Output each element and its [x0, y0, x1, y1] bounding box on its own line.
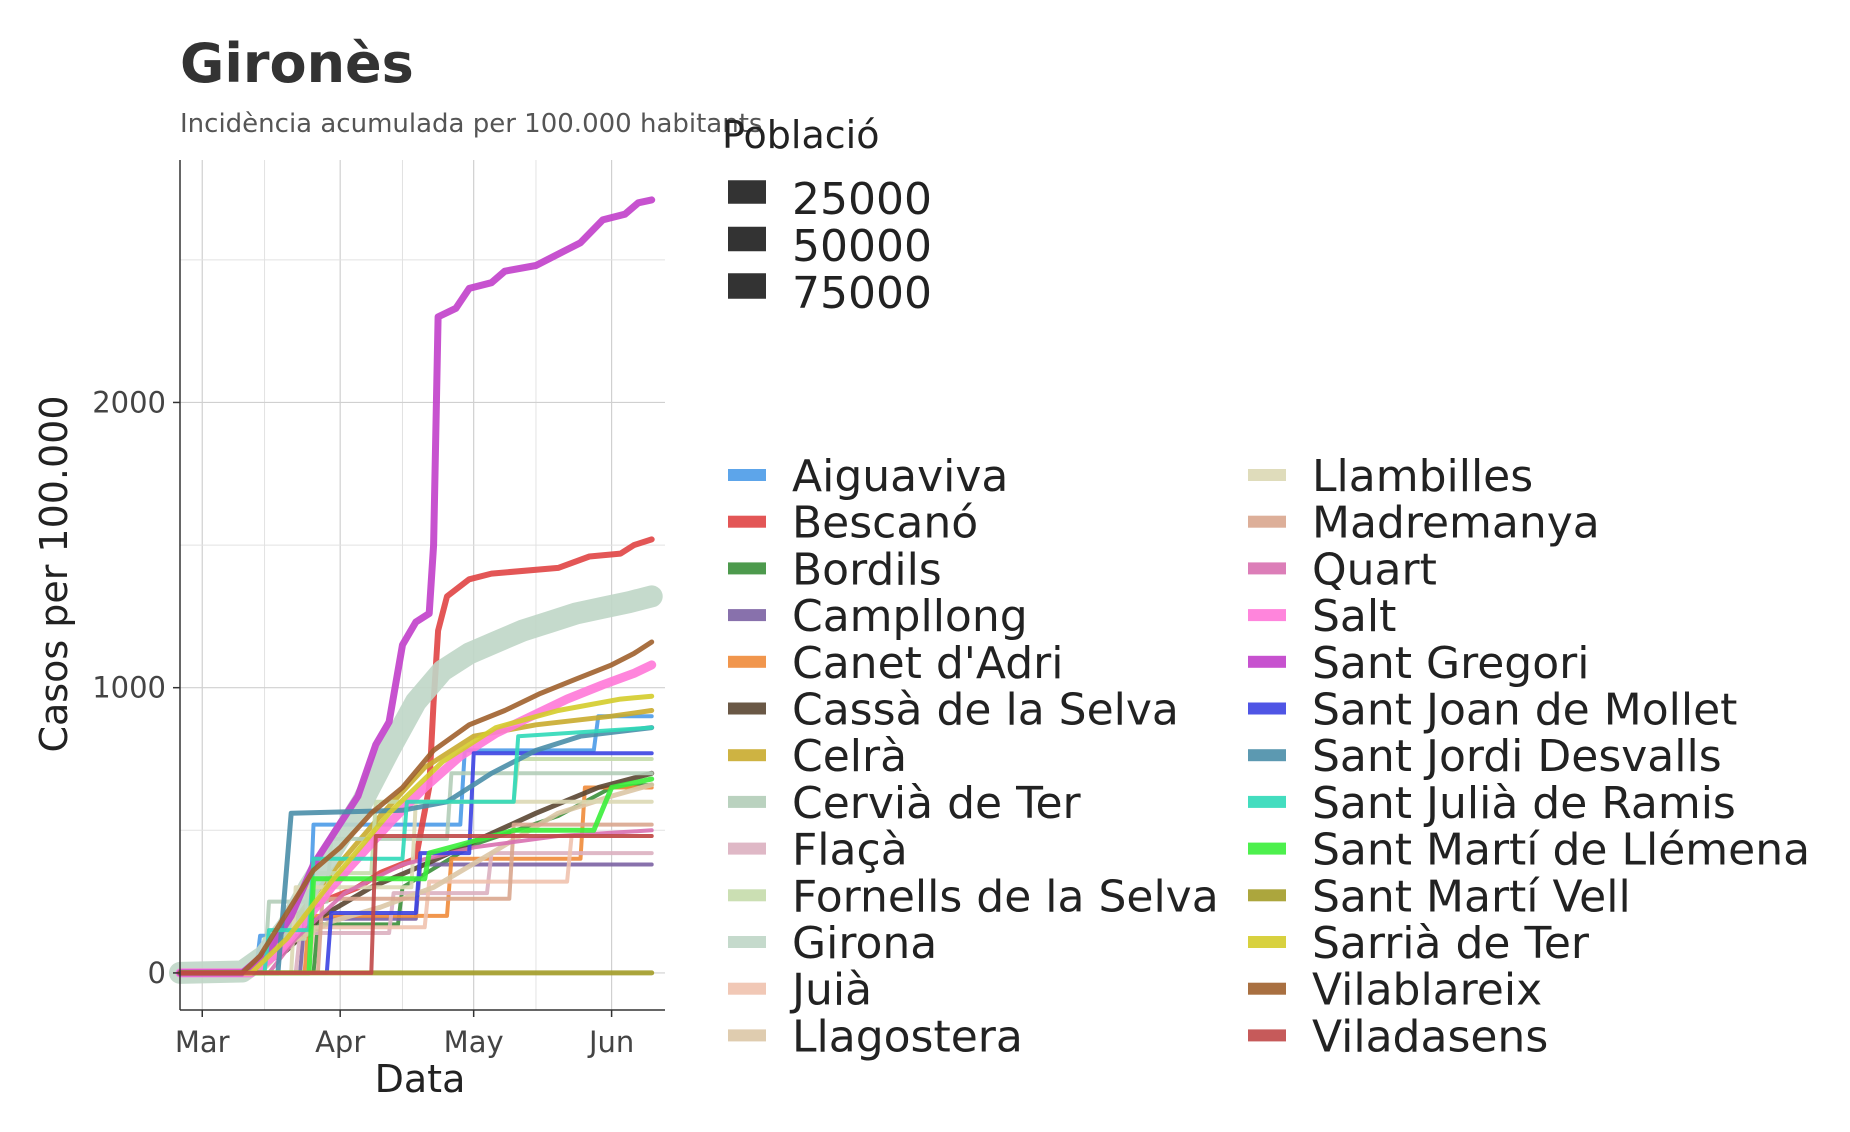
x-tick-label: Jun	[587, 1025, 634, 1059]
color-legend-label: Celrà	[792, 731, 907, 782]
series-line	[178, 751, 654, 975]
color-legend-key	[1248, 889, 1286, 902]
series-line	[175, 660, 657, 978]
size-legend-label: 50000	[792, 221, 932, 272]
color-legend-label: Quart	[1312, 544, 1437, 595]
size-legend-label: 75000	[792, 268, 932, 319]
color-legend-key	[1248, 982, 1286, 995]
color-legend-key	[728, 889, 766, 902]
color-legend-key	[1248, 515, 1286, 528]
color-legend-key	[728, 609, 766, 622]
series-line	[177, 693, 655, 976]
color-legend-label: Sant Martí Vell	[1312, 871, 1631, 922]
color-legend-key	[728, 702, 766, 715]
size-legend-label: 25000	[792, 174, 932, 225]
color-legend-label: Sant Jordi Desvalls	[1312, 731, 1722, 782]
color-legend-label: Cassà de la Selva	[792, 685, 1179, 736]
x-tick-label: Apr	[315, 1025, 365, 1059]
gridlines	[180, 160, 665, 1010]
color-legend-label: Canet d'Adri	[792, 638, 1063, 689]
color-legend-label: Aiguaviva	[792, 451, 1008, 502]
color-legend-key	[1248, 562, 1286, 575]
series-line	[177, 776, 655, 976]
color-legend-label: Llambilles	[1312, 451, 1533, 502]
color-legend-key	[728, 842, 766, 855]
color-legend-label: Juià	[789, 965, 872, 1016]
color-legend-label: Sant Julià de Ramis	[1312, 778, 1736, 829]
chart-subtitle: Incidència acumulada per 100.000 habitan…	[180, 109, 762, 139]
x-tick-label: Mar	[175, 1025, 230, 1059]
color-legend-label: Cervià de Ter	[792, 778, 1082, 829]
color-legend-key	[1248, 795, 1286, 808]
color-legend-key	[728, 655, 766, 668]
axes: 0 1000 2000 Mar Apr May Jun	[92, 160, 665, 1059]
color-legend-key	[728, 936, 766, 948]
series-lines	[169, 196, 663, 984]
color-legend-label: Sant Joan de Mollet	[1312, 685, 1737, 736]
color-legend-label: Vilablareix	[1312, 965, 1542, 1016]
color-legend-label: Sant Gregori	[1312, 638, 1589, 689]
color-legend-key	[1248, 655, 1286, 668]
x-axis-label: Data	[375, 1057, 466, 1101]
color-legend-key	[1248, 702, 1286, 715]
size-legend-key	[728, 273, 766, 299]
color-legend-label: Girona	[792, 918, 937, 969]
color-legend-key	[728, 562, 766, 575]
size-legend-title: Població	[722, 113, 879, 157]
color-legend-label: Campllong	[792, 591, 1028, 642]
color-legend-key	[1248, 469, 1286, 481]
color-legend-key	[728, 749, 766, 762]
color-legend-key	[728, 469, 766, 481]
series-line	[178, 834, 654, 975]
color-legend-key	[728, 1029, 766, 1042]
y-tick-label: 2000	[92, 385, 166, 419]
size-legend-key	[728, 180, 766, 204]
x-tick-label: May	[444, 1025, 504, 1059]
color-legend-key	[1248, 749, 1286, 762]
color-legend-label: Viladasens	[1312, 1011, 1548, 1062]
size-legend-key	[728, 226, 766, 252]
color-legend-label: Llagostera	[792, 1011, 1023, 1062]
series-line	[178, 785, 654, 975]
color-legend-key	[1248, 609, 1286, 622]
color-legend-key	[728, 795, 766, 808]
color-legend-key	[728, 515, 766, 528]
color-legend-key	[1248, 1029, 1286, 1042]
color-legend-label: Sarrià de Ter	[1312, 918, 1590, 969]
color-legend-label: Madremanya	[1312, 498, 1600, 549]
series-line	[178, 725, 654, 975]
chart-title: Gironès	[180, 32, 414, 95]
series-line	[177, 639, 655, 976]
color-legend-label: Bordils	[792, 544, 942, 595]
color-legend-key	[1248, 842, 1286, 855]
color-legend-key	[1248, 936, 1286, 948]
color-legend-label: Salt	[1312, 591, 1396, 642]
color-legend-label: Bescanó	[792, 498, 978, 549]
y-axis-label: Casos per 100.000	[32, 395, 76, 752]
y-tick-label: 0	[148, 956, 166, 990]
color-legend-key	[728, 982, 766, 995]
color-legend-label: Flaçà	[792, 825, 908, 876]
color-legend-label: Sant Martí de Llémena	[1312, 825, 1810, 876]
color-legend-label: Fornells de la Selva	[792, 871, 1219, 922]
y-tick-label: 1000	[92, 671, 166, 705]
